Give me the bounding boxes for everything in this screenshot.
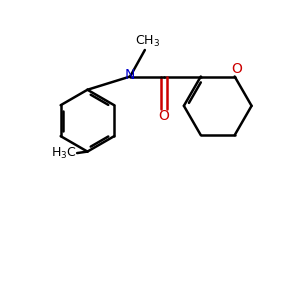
Text: N: N — [125, 68, 135, 82]
Text: H$_3$C: H$_3$C — [51, 146, 77, 160]
Text: O: O — [158, 109, 169, 123]
Text: O: O — [232, 62, 242, 76]
Text: CH$_3$: CH$_3$ — [135, 34, 161, 49]
